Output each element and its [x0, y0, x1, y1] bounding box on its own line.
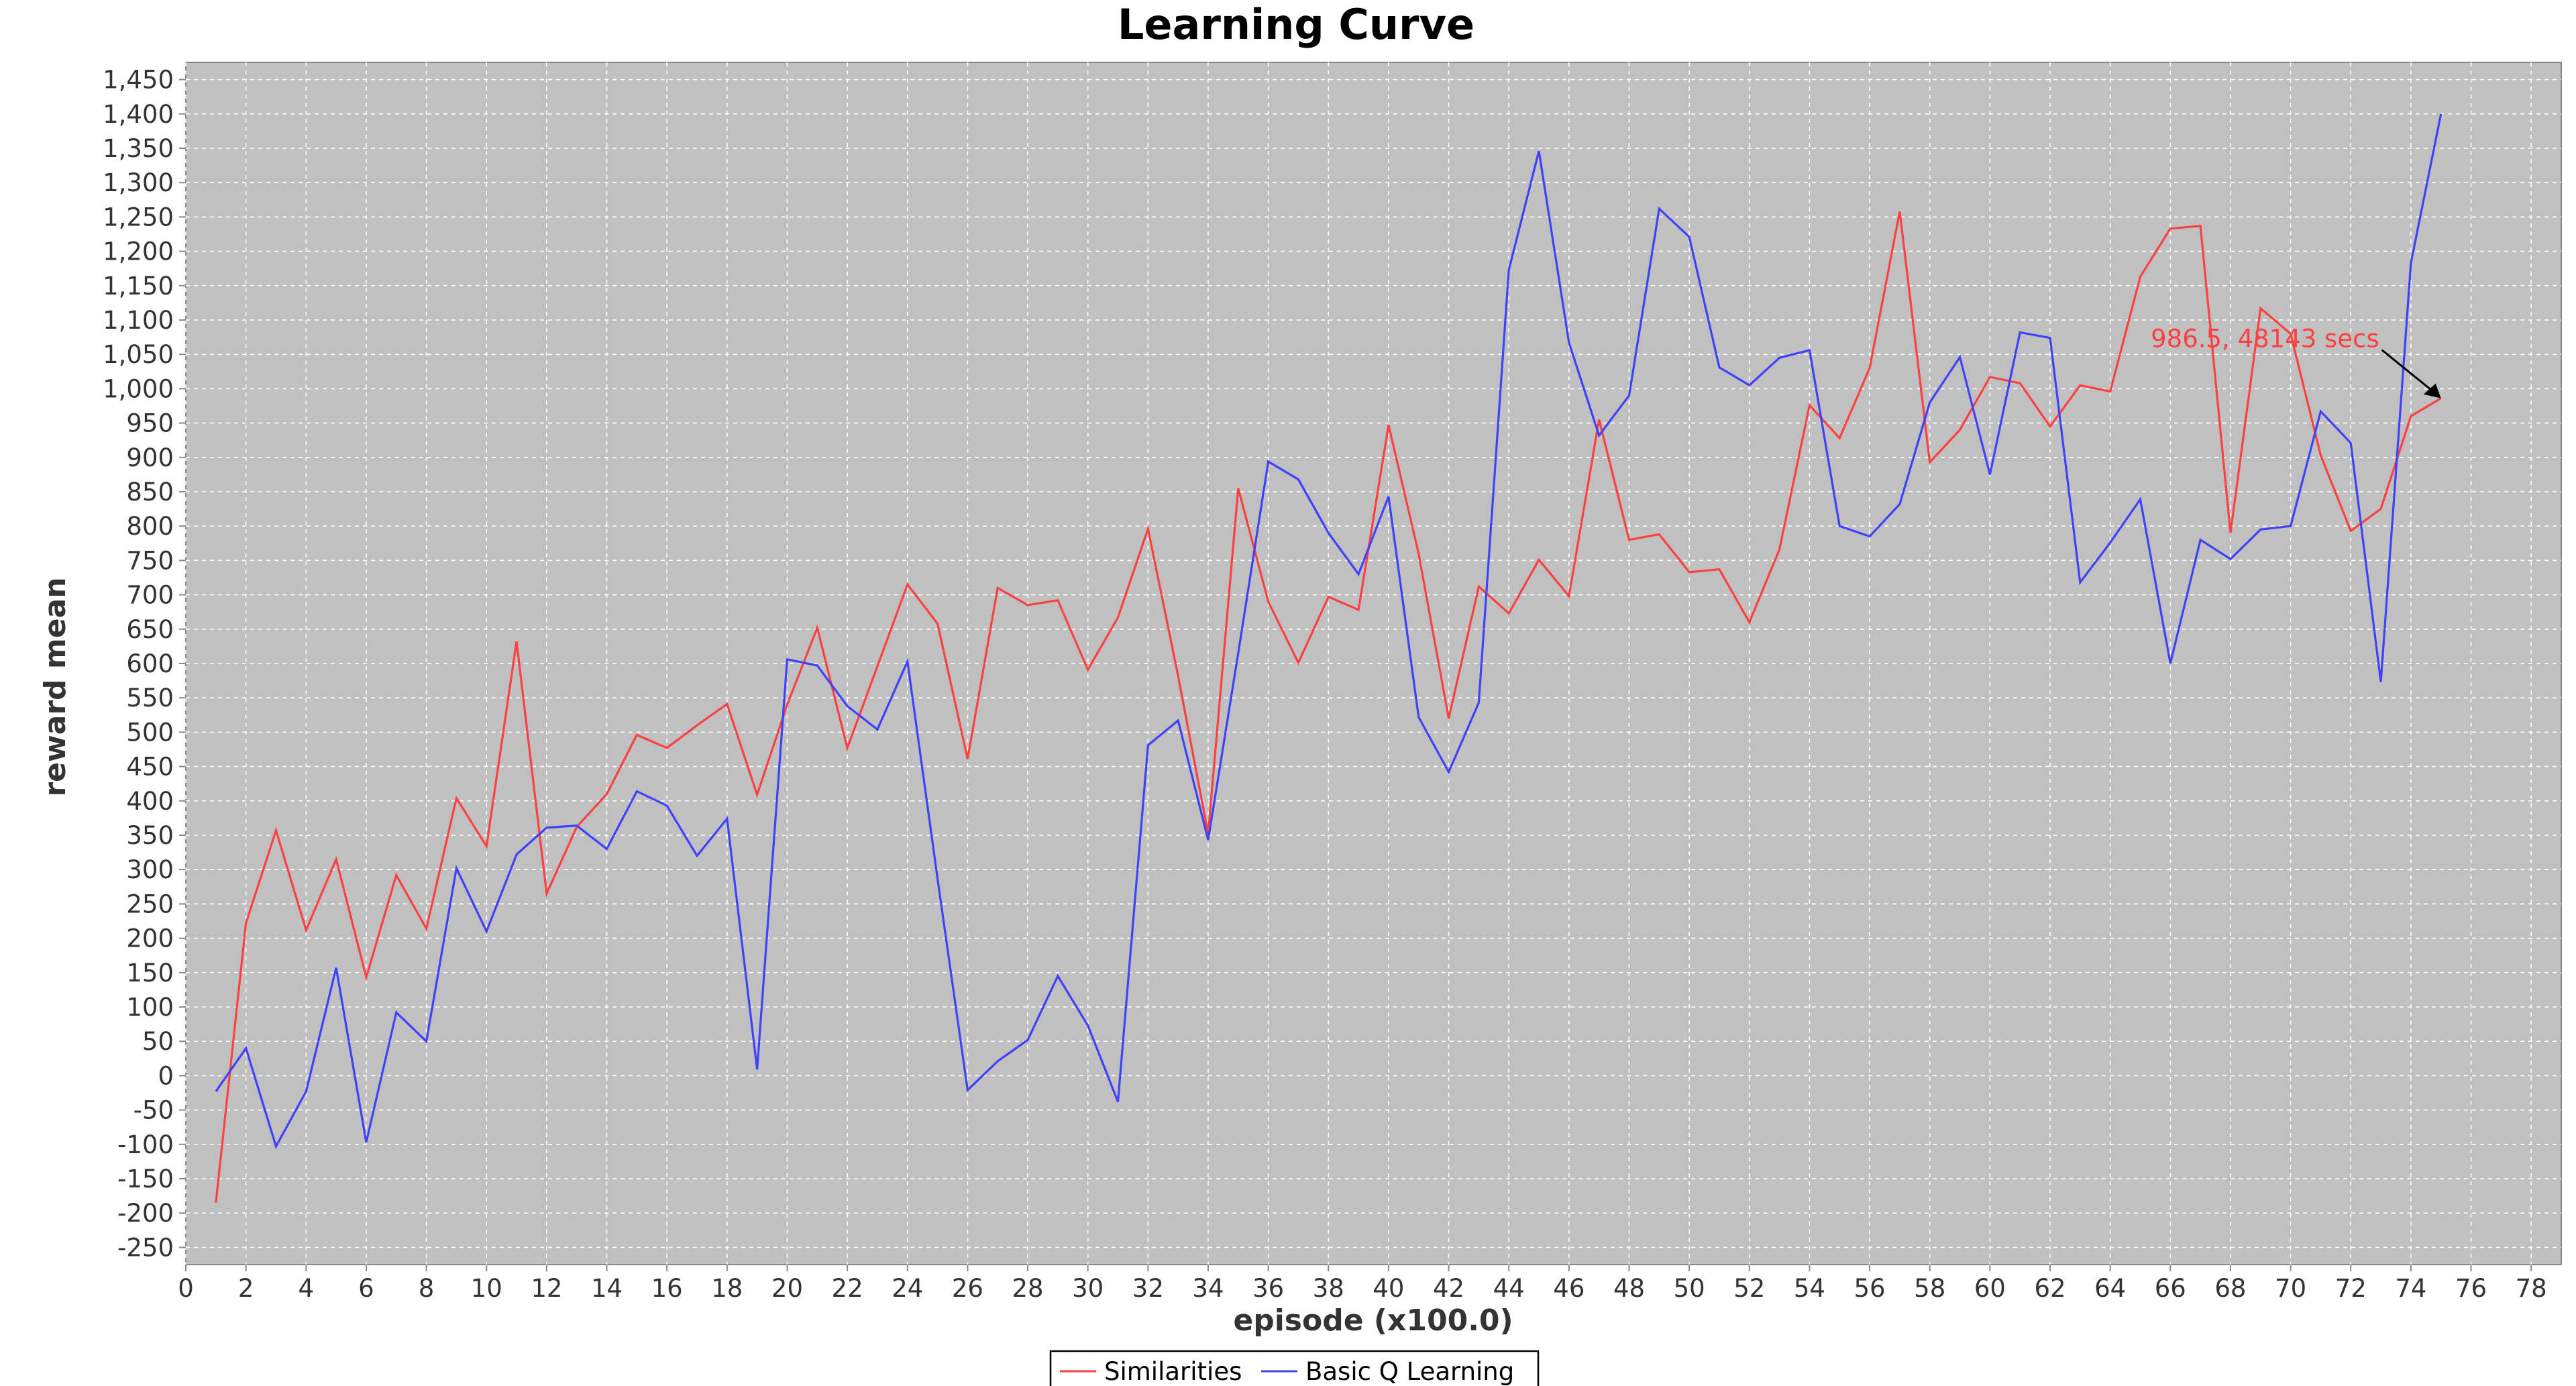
y-tick-label: 1,250	[103, 203, 174, 231]
x-tick-label: 58	[1914, 1274, 1945, 1303]
x-tick-label: 40	[1373, 1274, 1404, 1303]
x-tick-label: 48	[1613, 1274, 1645, 1303]
legend-box	[1049, 1350, 1540, 1386]
y-tick-label: 800	[126, 512, 174, 541]
y-tick-label: 500	[126, 718, 174, 747]
x-tick-label: 50	[1674, 1274, 1705, 1303]
y-tick-label: 450	[126, 753, 174, 782]
y-tick-label: -200	[117, 1199, 174, 1228]
x-tick-label: 30	[1072, 1274, 1104, 1303]
series-lines	[215, 113, 2443, 1204]
y-tick-label: 1,150	[103, 272, 174, 301]
x-tick-label: 54	[1794, 1274, 1825, 1303]
x-tick-label: 74	[2395, 1274, 2426, 1303]
y-tick-label: 550	[126, 684, 174, 712]
x-tick-label: 32	[1132, 1274, 1164, 1303]
y-tick-label: 1,050	[103, 340, 174, 369]
y-tick-label: 1,450	[103, 66, 174, 95]
y-tick-label: 1,300	[103, 168, 174, 197]
y-tick-label: 750	[126, 546, 174, 575]
y-tick-label: 1,400	[103, 100, 174, 129]
annotation: 986.5, 48143 secs	[2151, 325, 2441, 398]
y-tick-label: 600	[126, 649, 174, 678]
y-tick-label: 100	[126, 993, 174, 1022]
legend: Similarities Basic Q Learning	[1049, 1350, 1540, 1386]
y-tick-label: 0	[158, 1061, 174, 1090]
y-tick-label: 150	[126, 959, 174, 988]
legend-label-basic-q-learning: Basic Q Learning	[1305, 1357, 1514, 1386]
x-tick-label: 62	[2034, 1274, 2065, 1303]
x-tick-label: 18	[711, 1274, 743, 1303]
y-tick-label: 1,000	[103, 374, 174, 403]
x-tick-label: 60	[1974, 1274, 2006, 1303]
y-tick-label: 700	[126, 581, 174, 610]
y-tick-label: 900	[126, 443, 174, 472]
x-tick-label: 36	[1252, 1274, 1284, 1303]
x-tick-label: 16	[651, 1274, 683, 1303]
x-tick-label: 64	[2094, 1274, 2126, 1303]
y-tick-label: 650	[126, 615, 174, 644]
x-tick-label: 10	[471, 1274, 502, 1303]
x-tick-label: 66	[2155, 1274, 2186, 1303]
y-tick-label: 350	[126, 821, 174, 850]
y-tick-label: 1,350	[103, 134, 174, 163]
y-tick-label: 300	[126, 855, 174, 884]
grid-lines	[185, 62, 2561, 1265]
x-tick-label: 26	[952, 1274, 983, 1303]
chart-title: Learning Curve	[1118, 0, 1474, 49]
series-line-similarities	[215, 211, 2442, 1204]
x-tick-label: 34	[1192, 1274, 1224, 1303]
x-tick-label: 44	[1493, 1274, 1525, 1303]
x-tick-label: 22	[832, 1274, 863, 1303]
annotation-arrow-line	[2381, 349, 2439, 396]
annotation-arrow-head	[2423, 383, 2441, 398]
x-tick-label: 78	[2516, 1274, 2547, 1303]
y-tick-label: 200	[126, 924, 174, 953]
x-tick-label: 38	[1313, 1274, 1344, 1303]
series-line-basic-q-learning	[215, 113, 2443, 1149]
x-tick-label: 42	[1433, 1274, 1464, 1303]
x-tick-label: 20	[771, 1274, 803, 1303]
y-tick-label: 250	[126, 890, 174, 918]
x-tick-label: 4	[299, 1274, 315, 1303]
y-tick-label: 1,200	[103, 237, 174, 266]
x-tick-label: 14	[591, 1274, 623, 1303]
x-tick-label: 72	[2335, 1274, 2367, 1303]
y-tick-label: 400	[126, 787, 174, 816]
x-tick-label: 12	[531, 1274, 562, 1303]
x-tick-label: 28	[1012, 1274, 1043, 1303]
axes: 0 2 4 6 8 10 12 14 16 18 20 22 24 26 28 30 32 34 36 38 40 42 4…	[103, 66, 2547, 1303]
x-tick-label: 24	[892, 1274, 923, 1303]
legend-label-similarities: Similarities	[1104, 1357, 1242, 1386]
y-tick-label: 950	[126, 409, 174, 438]
x-tick-label: 70	[2275, 1274, 2306, 1303]
x-tick-label: 68	[2214, 1274, 2246, 1303]
x-tick-label: 6	[358, 1274, 374, 1303]
x-tick-label: 76	[2455, 1274, 2487, 1303]
y-tick-label: -100	[117, 1130, 174, 1159]
annotation-label: 986.5, 48143 secs	[2151, 325, 2379, 354]
y-tick-label: 1,100	[103, 306, 174, 335]
x-tick-label: 52	[1733, 1274, 1765, 1303]
x-tick-label: 56	[1854, 1274, 1886, 1303]
x-tick-label: 2	[238, 1274, 254, 1303]
y-tick-label: -150	[117, 1165, 174, 1193]
x-tick-label: 0	[178, 1274, 194, 1303]
x-tick-label: 8	[419, 1274, 435, 1303]
x-tick-label: 46	[1553, 1274, 1585, 1303]
y-tick-label: -250	[117, 1233, 174, 1262]
x-axis-title: episode (x100.0)	[1233, 1303, 1513, 1338]
y-tick-label: -50	[133, 1096, 174, 1125]
y-axis-title: reward mean	[38, 577, 72, 796]
y-tick-label: 50	[142, 1027, 174, 1056]
y-tick-label: 850	[126, 478, 174, 507]
